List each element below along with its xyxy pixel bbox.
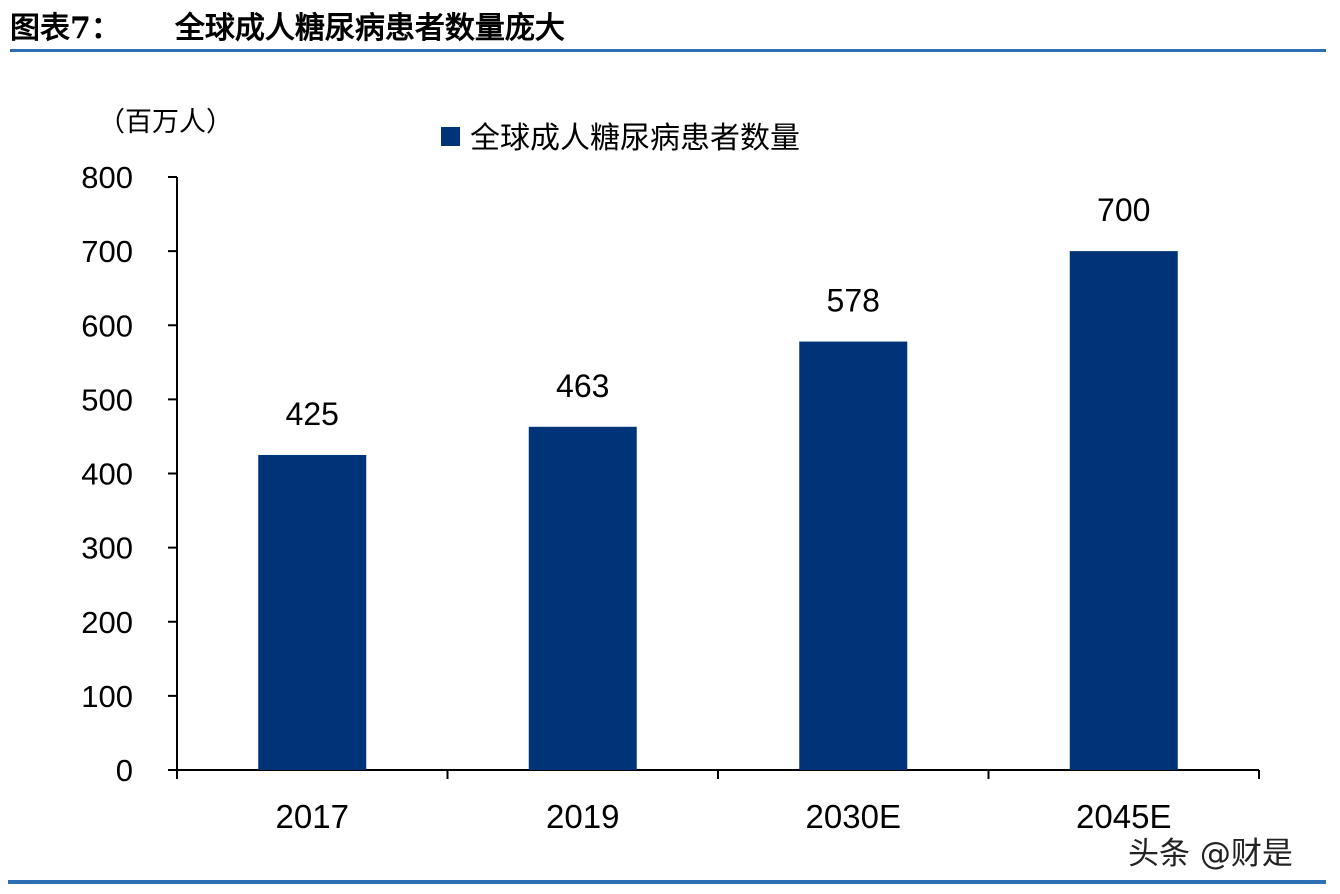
header-rule	[10, 49, 1326, 52]
bar	[258, 454, 367, 770]
legend-swatch	[441, 127, 460, 146]
footer-rule	[8, 880, 1326, 884]
data-label: 425	[286, 396, 339, 432]
y-tick-label: 800	[81, 160, 133, 195]
bar	[799, 341, 908, 770]
y-tick-label: 600	[81, 308, 133, 343]
figure-header: 图表7： 全球成人糖尿病患者数量庞大	[10, 2, 1330, 48]
y-tick-label: 0	[116, 753, 133, 788]
y-tick-label: 100	[81, 679, 133, 714]
figure-number: 图表7：	[10, 11, 121, 46]
data-label: 463	[556, 368, 609, 404]
legend-label: 全球成人糖尿病患者数量	[470, 121, 800, 156]
y-tick-label: 400	[81, 457, 133, 492]
x-tick-label: 2045E	[1076, 798, 1171, 835]
y-tick-label: 300	[81, 531, 133, 566]
y-tick-label: 200	[81, 605, 133, 640]
y-tick-label: 500	[81, 382, 133, 417]
bar	[1069, 251, 1178, 770]
x-tick-label: 2017	[276, 798, 349, 835]
x-tick-label: 2030E	[806, 798, 901, 835]
data-label: 700	[1097, 192, 1150, 228]
bar	[528, 426, 637, 770]
y-tick-label: 700	[81, 234, 133, 269]
data-label: 578	[827, 283, 880, 319]
figure-title: 全球成人糖尿病患者数量庞大	[174, 11, 565, 46]
watermark: 头条 @财是	[1128, 836, 1293, 872]
y-axis-unit-label: （百万人）	[98, 107, 233, 138]
x-tick-label: 2019	[546, 798, 619, 835]
